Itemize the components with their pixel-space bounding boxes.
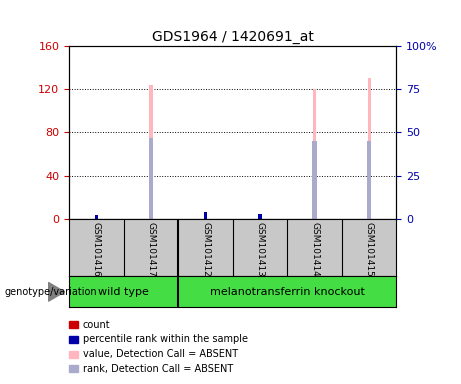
- Polygon shape: [48, 283, 65, 301]
- Bar: [367, 78, 371, 219]
- Text: count: count: [83, 320, 111, 330]
- Bar: [149, 85, 153, 219]
- Text: wild type: wild type: [98, 287, 149, 297]
- Text: value, Detection Call = ABSENT: value, Detection Call = ABSENT: [83, 349, 238, 359]
- Bar: [367, 141, 372, 219]
- Bar: [204, 214, 207, 219]
- Text: GSM101412: GSM101412: [201, 222, 210, 276]
- Bar: [95, 215, 98, 219]
- Text: GSM101414: GSM101414: [310, 222, 319, 276]
- Title: GDS1964 / 1420691_at: GDS1964 / 1420691_at: [152, 30, 314, 44]
- Bar: [149, 138, 153, 219]
- Text: percentile rank within the sample: percentile rank within the sample: [83, 334, 248, 344]
- Text: rank, Detection Call = ABSENT: rank, Detection Call = ABSENT: [83, 364, 233, 374]
- Text: genotype/variation: genotype/variation: [5, 287, 97, 297]
- Text: GSM101415: GSM101415: [365, 222, 374, 276]
- Text: GSM101416: GSM101416: [92, 222, 101, 276]
- Text: GSM101417: GSM101417: [147, 222, 155, 276]
- Text: melanotransferrin knockout: melanotransferrin knockout: [210, 287, 365, 297]
- Bar: [313, 89, 316, 219]
- Bar: [313, 141, 317, 219]
- Text: GSM101413: GSM101413: [255, 222, 265, 276]
- Bar: [258, 214, 262, 219]
- Bar: [204, 212, 207, 219]
